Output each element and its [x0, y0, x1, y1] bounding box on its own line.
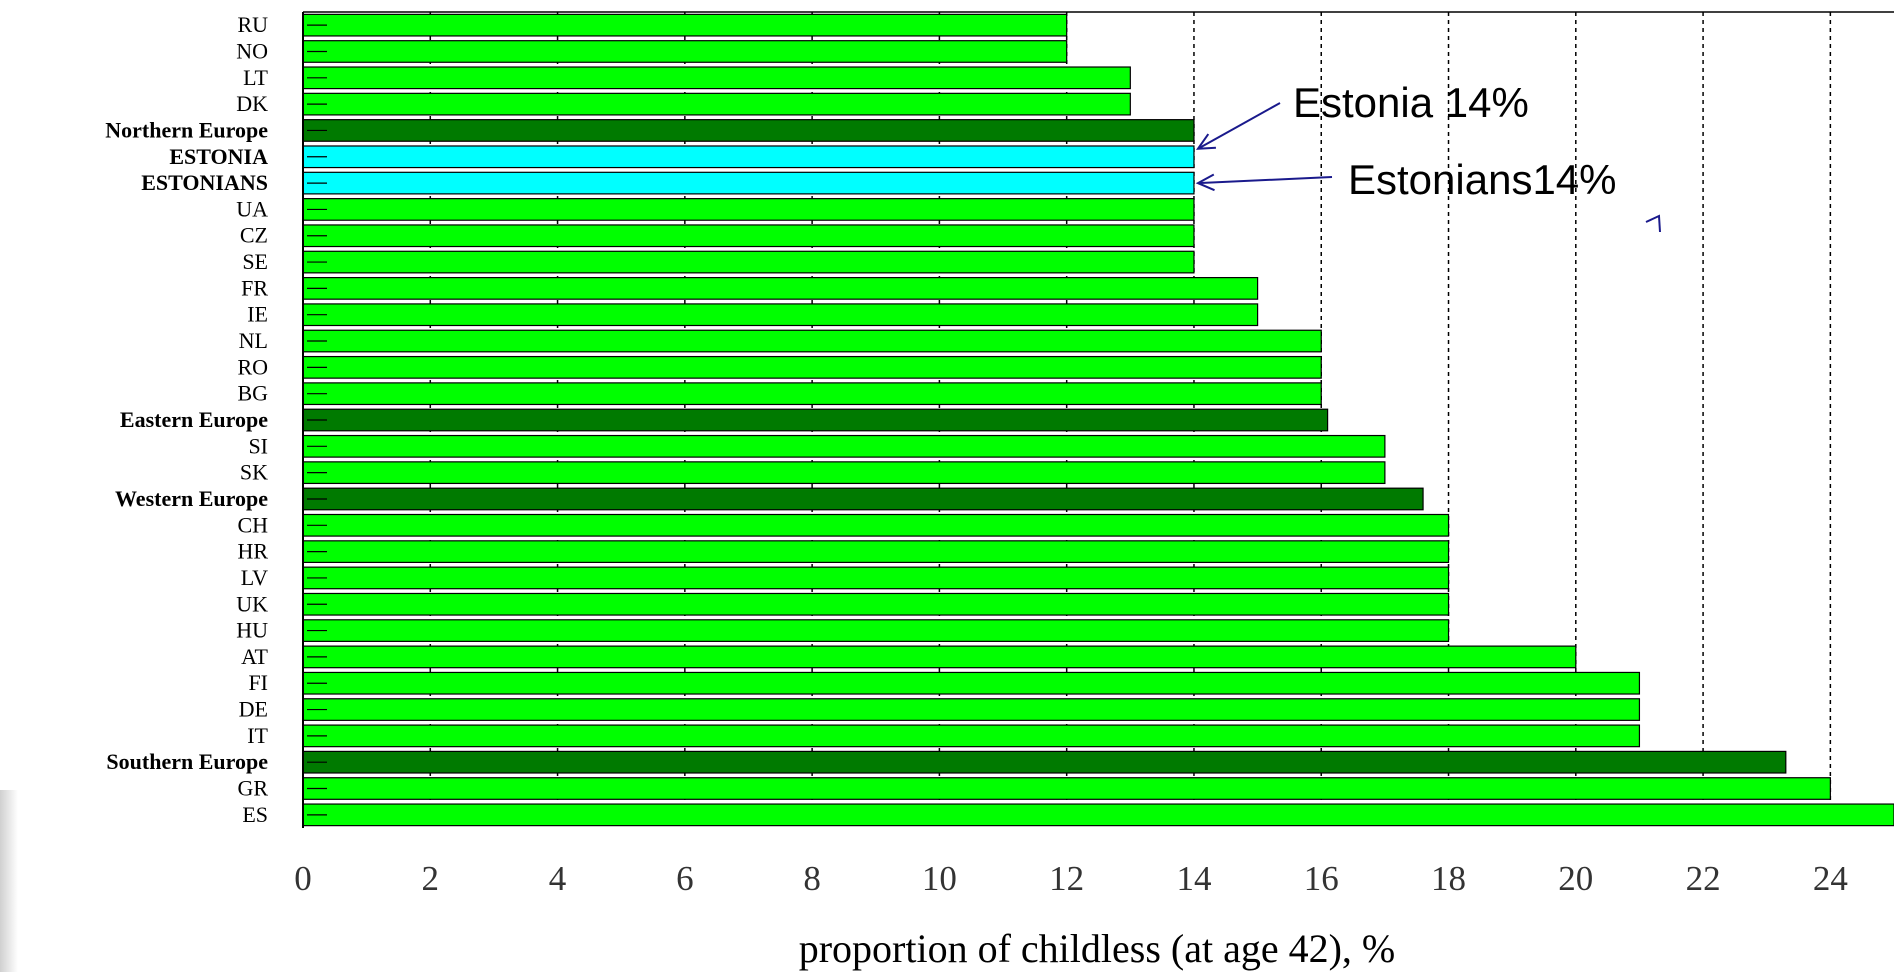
bar [302, 382, 1322, 406]
category-label: ESTONIANS [141, 170, 268, 195]
category-label: SE [242, 249, 268, 274]
x-tick-labels: 0 2 4 6 8 10 12 14 16 18 20 22 24 [294, 859, 1848, 898]
x-tick-label: 16 [1304, 859, 1339, 898]
x-tick-label: 12 [1049, 859, 1084, 898]
category-label: UA [236, 196, 268, 221]
bars-group [302, 13, 1894, 827]
category-label: DE [239, 697, 268, 722]
category-label: CH [237, 512, 268, 537]
bar [302, 250, 1195, 274]
bar [302, 671, 1641, 695]
category-label: NL [239, 328, 268, 353]
annotation-text: Estonians14% [1348, 156, 1617, 203]
bar [302, 92, 1131, 116]
bar [302, 40, 1068, 63]
x-tick-label: 8 [803, 859, 821, 898]
category-label: RU [237, 12, 268, 37]
bar [302, 145, 1195, 169]
x-axis-title: proportion of childless (at age 42), % [799, 926, 1396, 971]
edge-shadow [0, 790, 18, 972]
category-label: HU [236, 618, 268, 643]
x-tick-label: 4 [549, 859, 567, 898]
annotation-text: Estonia 14% [1293, 79, 1529, 126]
stray-mark [1645, 214, 1661, 233]
category-label: GR [237, 776, 268, 801]
bar [302, 619, 1450, 642]
category-label: Western Europe [115, 486, 268, 511]
bar [302, 198, 1195, 221]
x-tick-label: 0 [294, 859, 312, 898]
annotations-group: Estonia 14% Estonians14% [1195, 79, 1617, 203]
category-label: FR [241, 275, 268, 300]
bar [302, 724, 1641, 748]
bar [302, 276, 1259, 300]
category-label: Northern Europe [105, 117, 268, 142]
bar [302, 777, 1831, 800]
x-tick-label: 6 [676, 859, 694, 898]
category-label: UK [236, 591, 268, 616]
category-label: IE [247, 302, 268, 327]
bar [302, 408, 1329, 432]
x-tick-label: 10 [922, 859, 957, 898]
x-tick-label: 2 [422, 859, 440, 898]
category-label: BG [237, 381, 268, 406]
x-tick-label: 14 [1176, 859, 1211, 898]
bar [302, 592, 1450, 616]
category-label: RO [237, 354, 268, 379]
annotation-arrow [1197, 102, 1281, 150]
x-tick-label: 24 [1813, 859, 1848, 898]
category-label: SI [248, 433, 268, 458]
bar [302, 513, 1450, 537]
bar [302, 329, 1322, 353]
x-tick-label: 22 [1686, 859, 1721, 898]
x-tick-label: 18 [1431, 859, 1466, 898]
annotation-arrow [1197, 176, 1333, 185]
category-label: LV [241, 565, 268, 590]
category-label: DK [236, 91, 268, 116]
category-label: LT [243, 65, 268, 90]
bar [302, 645, 1577, 669]
bar [302, 13, 1068, 37]
x-tick-label: 20 [1558, 859, 1593, 898]
bar [302, 119, 1195, 142]
arrow-head-icon [1195, 133, 1216, 150]
bar [302, 355, 1322, 379]
bar [302, 698, 1641, 721]
category-label: CZ [240, 223, 268, 248]
category-label: NO [236, 38, 268, 63]
bar [302, 487, 1424, 511]
category-label: IT [247, 723, 268, 748]
arrow-head-icon [1195, 173, 1215, 192]
category-label: HR [237, 539, 268, 564]
category-label: FI [248, 670, 268, 695]
bar [302, 303, 1259, 327]
category-label: ESTONIA [169, 144, 268, 169]
category-label: SK [240, 460, 268, 485]
category-label: AT [241, 644, 268, 669]
bar [302, 750, 1787, 774]
category-label: Southern Europe [106, 749, 268, 774]
bar [302, 461, 1386, 485]
bar [302, 803, 1894, 827]
bar [302, 566, 1450, 590]
category-label: ES [242, 802, 268, 827]
bar [302, 66, 1131, 90]
bar [302, 171, 1195, 195]
bar [302, 540, 1450, 564]
bar [302, 224, 1195, 248]
bar [302, 434, 1386, 458]
category-label: Eastern Europe [120, 407, 268, 432]
